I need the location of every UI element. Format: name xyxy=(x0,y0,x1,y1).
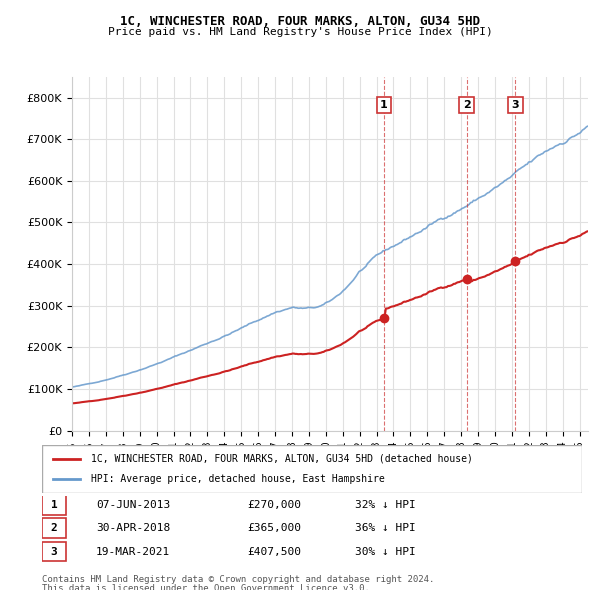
Text: This data is licensed under the Open Government Licence v3.0.: This data is licensed under the Open Gov… xyxy=(42,584,370,590)
Text: 3: 3 xyxy=(512,100,519,110)
Text: 2: 2 xyxy=(463,100,470,110)
Text: £365,000: £365,000 xyxy=(247,523,301,533)
Text: Price paid vs. HM Land Registry's House Price Index (HPI): Price paid vs. HM Land Registry's House … xyxy=(107,27,493,37)
Text: £407,500: £407,500 xyxy=(247,546,301,556)
FancyBboxPatch shape xyxy=(42,495,67,514)
Text: 3: 3 xyxy=(50,546,57,556)
Text: 2: 2 xyxy=(50,523,57,533)
FancyBboxPatch shape xyxy=(42,518,67,538)
Text: 30-APR-2018: 30-APR-2018 xyxy=(96,523,170,533)
Text: HPI: Average price, detached house, East Hampshire: HPI: Average price, detached house, East… xyxy=(91,474,385,484)
FancyBboxPatch shape xyxy=(42,445,582,493)
Text: 1: 1 xyxy=(380,100,388,110)
Text: 19-MAR-2021: 19-MAR-2021 xyxy=(96,546,170,556)
Text: 1C, WINCHESTER ROAD, FOUR MARKS, ALTON, GU34 5HD: 1C, WINCHESTER ROAD, FOUR MARKS, ALTON, … xyxy=(120,15,480,28)
Text: 30% ↓ HPI: 30% ↓ HPI xyxy=(355,546,416,556)
Text: 07-JUN-2013: 07-JUN-2013 xyxy=(96,500,170,510)
FancyBboxPatch shape xyxy=(42,542,67,562)
Text: Contains HM Land Registry data © Crown copyright and database right 2024.: Contains HM Land Registry data © Crown c… xyxy=(42,575,434,584)
Text: 36% ↓ HPI: 36% ↓ HPI xyxy=(355,523,416,533)
Text: 32% ↓ HPI: 32% ↓ HPI xyxy=(355,500,416,510)
Text: 1: 1 xyxy=(50,500,57,510)
Text: 1C, WINCHESTER ROAD, FOUR MARKS, ALTON, GU34 5HD (detached house): 1C, WINCHESTER ROAD, FOUR MARKS, ALTON, … xyxy=(91,454,472,464)
Text: £270,000: £270,000 xyxy=(247,500,301,510)
